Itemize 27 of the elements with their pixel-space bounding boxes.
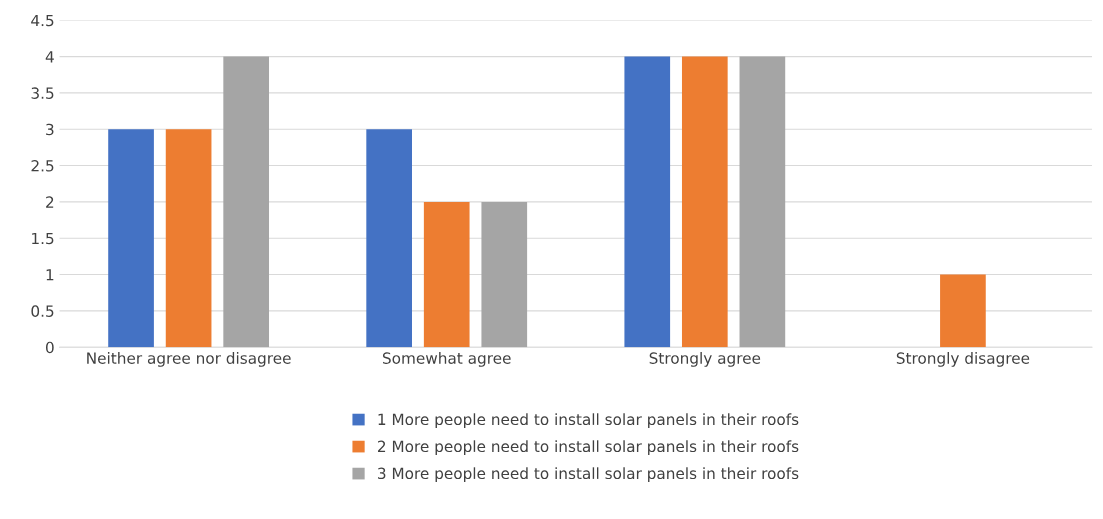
y-tick-label: 4.5 <box>31 14 54 27</box>
bar <box>681 56 728 348</box>
y-tick-label: 4 <box>45 51 54 63</box>
y-tick-label: 0 <box>45 341 54 354</box>
bar <box>940 274 986 348</box>
legend-label: 3 More people need to install solar panels in their roofs <box>378 467 799 483</box>
y-tick-label: 3.5 <box>31 87 54 99</box>
bar <box>481 201 528 348</box>
bar <box>624 56 671 348</box>
legend-label: 2 More people need to install solar panels in their roofs <box>378 440 799 456</box>
bar <box>223 56 270 348</box>
x-tick-label: Neither agree nor disagree <box>87 352 291 367</box>
bar <box>366 129 412 348</box>
x-tick-label: Somewhat agree <box>382 352 511 367</box>
y-tick-label: 1.5 <box>32 232 54 245</box>
bar <box>423 201 470 348</box>
y-tick-label: 2 <box>46 196 54 208</box>
y-tick-label: 1 <box>46 269 54 281</box>
x-tick-label: Strongly disagree <box>896 352 1030 367</box>
y-tick-label: 2.5 <box>31 160 54 172</box>
x-tick-label: Strongly agree <box>649 352 761 367</box>
bar <box>165 129 212 348</box>
y-tick-label: 0.5 <box>31 305 54 317</box>
bar <box>108 129 154 348</box>
y-tick-label: 3 <box>46 123 54 136</box>
bar <box>739 56 786 348</box>
legend-label: 1 More people need to install solar panels in their roofs <box>378 413 799 429</box>
